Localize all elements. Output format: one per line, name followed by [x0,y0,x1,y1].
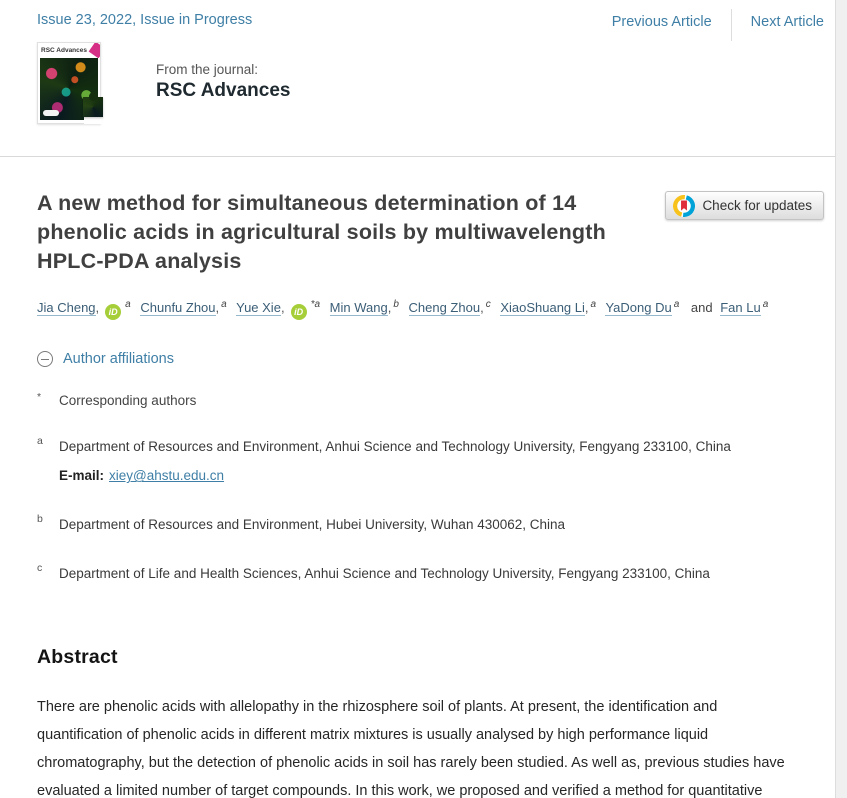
author-link-xiaoshuang-li[interactable]: XiaoShuang Li [500,300,585,317]
author-separator: , [280,300,285,316]
page-background-edge [835,0,847,798]
affiliation-text: Department of Life and Health Sciences, … [59,566,710,582]
affiliation-marker: b [37,513,43,526]
affiliation-text: Department of Resources and Environment,… [59,439,731,455]
author-separator: , [387,300,392,316]
next-article-link[interactable]: Next Article [750,14,824,30]
author-affiliation-sup: b [393,299,399,310]
orcid-icon[interactable]: iD [290,304,307,321]
author-affiliation-sup: a [221,299,227,310]
author-entry: Jia Cheng, iDa [37,299,131,321]
author-affiliation-sup: a [673,299,680,310]
journal-header: Issue 23, 2022, Issue in Progress Previo… [0,0,847,157]
authors-joiner: and [690,300,713,316]
article-title: A new method for simultaneous determinat… [37,191,606,273]
orcid-icon[interactable]: iD [105,304,122,321]
author-affiliation-sup: c [485,299,491,310]
author-entry: XiaoShuang Li, a [500,299,597,317]
journal-cover-thumbnail[interactable]: RSC Advances [37,42,127,127]
cover-accent-shape [88,43,100,58]
author-entry: Chunfu Zhou, a [140,299,227,317]
affiliation-item-b: b Department of Resources and Environmen… [37,513,824,535]
cover-logo [43,110,59,116]
cover-puzzle-piece [83,92,103,117]
corresponding-marker: * [37,391,42,404]
author-separator: , [95,300,100,316]
affiliation-marker: a [37,435,43,448]
author-link-min-wang[interactable]: Min Wang [329,300,388,317]
abstract-heading: Abstract [37,646,118,669]
check-for-updates-label: Check for updates [702,198,812,213]
email-label: E-mail: [59,468,105,484]
author-link-fan-lu[interactable]: Fan Lu [720,300,761,317]
affiliation-marker: c [37,562,43,575]
from-journal-label: From the journal: [156,62,259,77]
corresponding-note-text: Corresponding authors [59,393,197,409]
author-separator: , [215,300,220,316]
affiliation-text: Department of Resources and Environment,… [59,517,566,533]
previous-article-link[interactable]: Previous Article [611,14,712,30]
author-link-yadong-du[interactable]: YaDong Du [605,300,672,317]
collapse-minus-icon [37,351,53,368]
article-nav: Previous Article Next Article [611,9,824,41]
author-affiliations-toggle[interactable]: Author affiliations [37,351,824,368]
author-list: Jia Cheng, iDa Chunfu Zhou, a Yue Xie, iD*a… [37,299,824,321]
author-entry: Min Wang, b [329,299,399,317]
author-entry: Yue Xie, iD*a [236,299,321,321]
author-affiliation-sup: a [762,299,769,310]
check-for-updates-button[interactable]: Check for updates [665,191,824,220]
crossmark-icon [673,194,696,217]
author-link-chunfu-zhou[interactable]: Chunfu Zhou [140,300,216,317]
author-link-cheng-zhou[interactable]: Cheng Zhou [408,300,481,317]
issue-link[interactable]: Issue 23, 2022, Issue in Progress [37,12,253,28]
author-link-jia-cheng[interactable]: Jia Cheng [37,300,96,317]
journal-name: RSC Advances [156,80,291,101]
author-link-yue-xie[interactable]: Yue Xie [236,300,281,317]
author-entry: Cheng Zhou, c [408,299,491,317]
affiliation-item-a: a Department of Resources and Environmen… [37,435,824,486]
article-main: A new method for simultaneous determinat… [0,189,847,798]
author-affiliation-sup: a [125,299,131,310]
abstract-text: There are phenolic acids with allelopath… [37,699,785,798]
author-entry: YaDong Du a [605,299,680,317]
author-affiliations-label: Author affiliations [63,351,174,368]
author-affiliation-sup: a [590,299,597,310]
author-separator: , [584,300,589,316]
author-separator: , [480,300,484,316]
author-affiliation-sup: *a [310,299,321,310]
affiliation-item-c: c Department of Life and Health Sciences… [37,562,824,584]
email-link[interactable]: xiey@ahstu.edu.cn [109,468,225,484]
author-entry: Fan Lu a [720,299,769,317]
cover-title-text: RSC Advances [41,47,87,54]
nav-divider [730,9,732,41]
corresponding-authors-note: * Corresponding authors [37,391,824,409]
